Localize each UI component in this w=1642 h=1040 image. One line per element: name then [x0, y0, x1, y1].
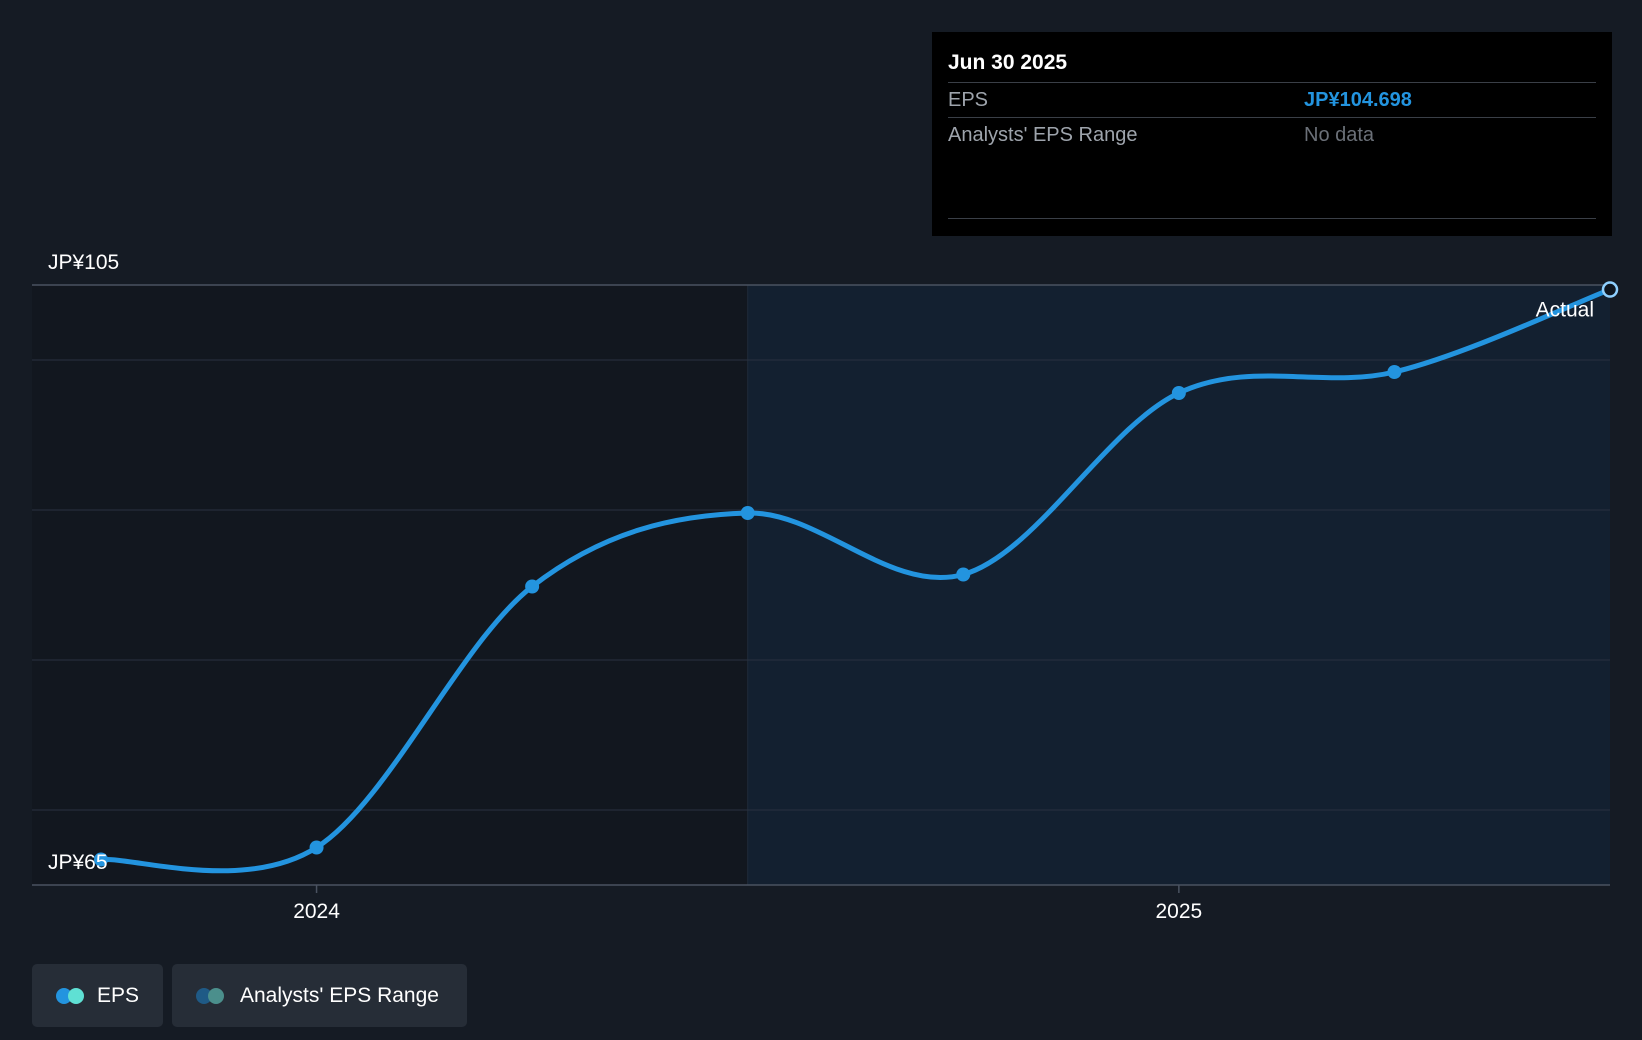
actual-annotation: Actual — [1536, 299, 1594, 322]
eps-data-points — [93, 281, 1619, 867]
y-axis-bottom-label: JP¥65 — [48, 851, 108, 874]
tooltip-date: Jun 30 2025 — [948, 32, 1596, 83]
y-axis-top-label: JP¥105 — [48, 251, 119, 274]
tooltip-range-label: Analysts' EPS Range — [948, 124, 1138, 146]
legend-range-button[interactable]: Analysts' EPS Range — [172, 964, 467, 1027]
tooltip-eps-value: JP¥104.698 — [1304, 89, 1412, 111]
x-axis-ticks: 2024 2025 — [293, 885, 1202, 923]
legend-eps-label: EPS — [96, 983, 139, 1007]
eps-point-latest[interactable] — [1601, 281, 1619, 298]
eps-point[interactable] — [1171, 386, 1186, 400]
hover-tooltip: Jun 30 2025 EPS JP¥104.698 Analysts' EPS… — [932, 32, 1612, 236]
tooltip-eps-label: EPS — [948, 89, 989, 111]
eps-point[interactable] — [93, 852, 108, 867]
eps-point[interactable] — [956, 567, 971, 582]
x-tick-label: 2024 — [293, 900, 340, 923]
past-region — [32, 285, 748, 885]
grid-lines — [32, 284, 1610, 811]
legend-range-label: Analysts' EPS Range — [240, 983, 439, 1007]
legend-eps-button[interactable]: EPS — [32, 964, 163, 1027]
tooltip-eps-row: EPS JP¥104.698 — [948, 83, 1596, 118]
eps-point[interactable] — [309, 840, 324, 855]
tooltip-range-value: No data — [1304, 124, 1375, 146]
chart-legend: EPS Analysts' EPS Range — [32, 964, 467, 1027]
eps-point[interactable] — [1387, 365, 1402, 379]
eps-point[interactable] — [740, 506, 755, 520]
legend-eps-icon — [56, 987, 84, 1004]
eps-point[interactable] — [525, 579, 540, 594]
tooltip-divider — [948, 218, 1596, 219]
eps-series-line — [98, 287, 1613, 874]
tooltip-range-row: Analysts' EPS Range No data — [948, 118, 1596, 152]
x-tick-label: 2025 — [1155, 900, 1202, 923]
legend-range-icon — [196, 987, 226, 1004]
future-region — [747, 285, 1610, 885]
